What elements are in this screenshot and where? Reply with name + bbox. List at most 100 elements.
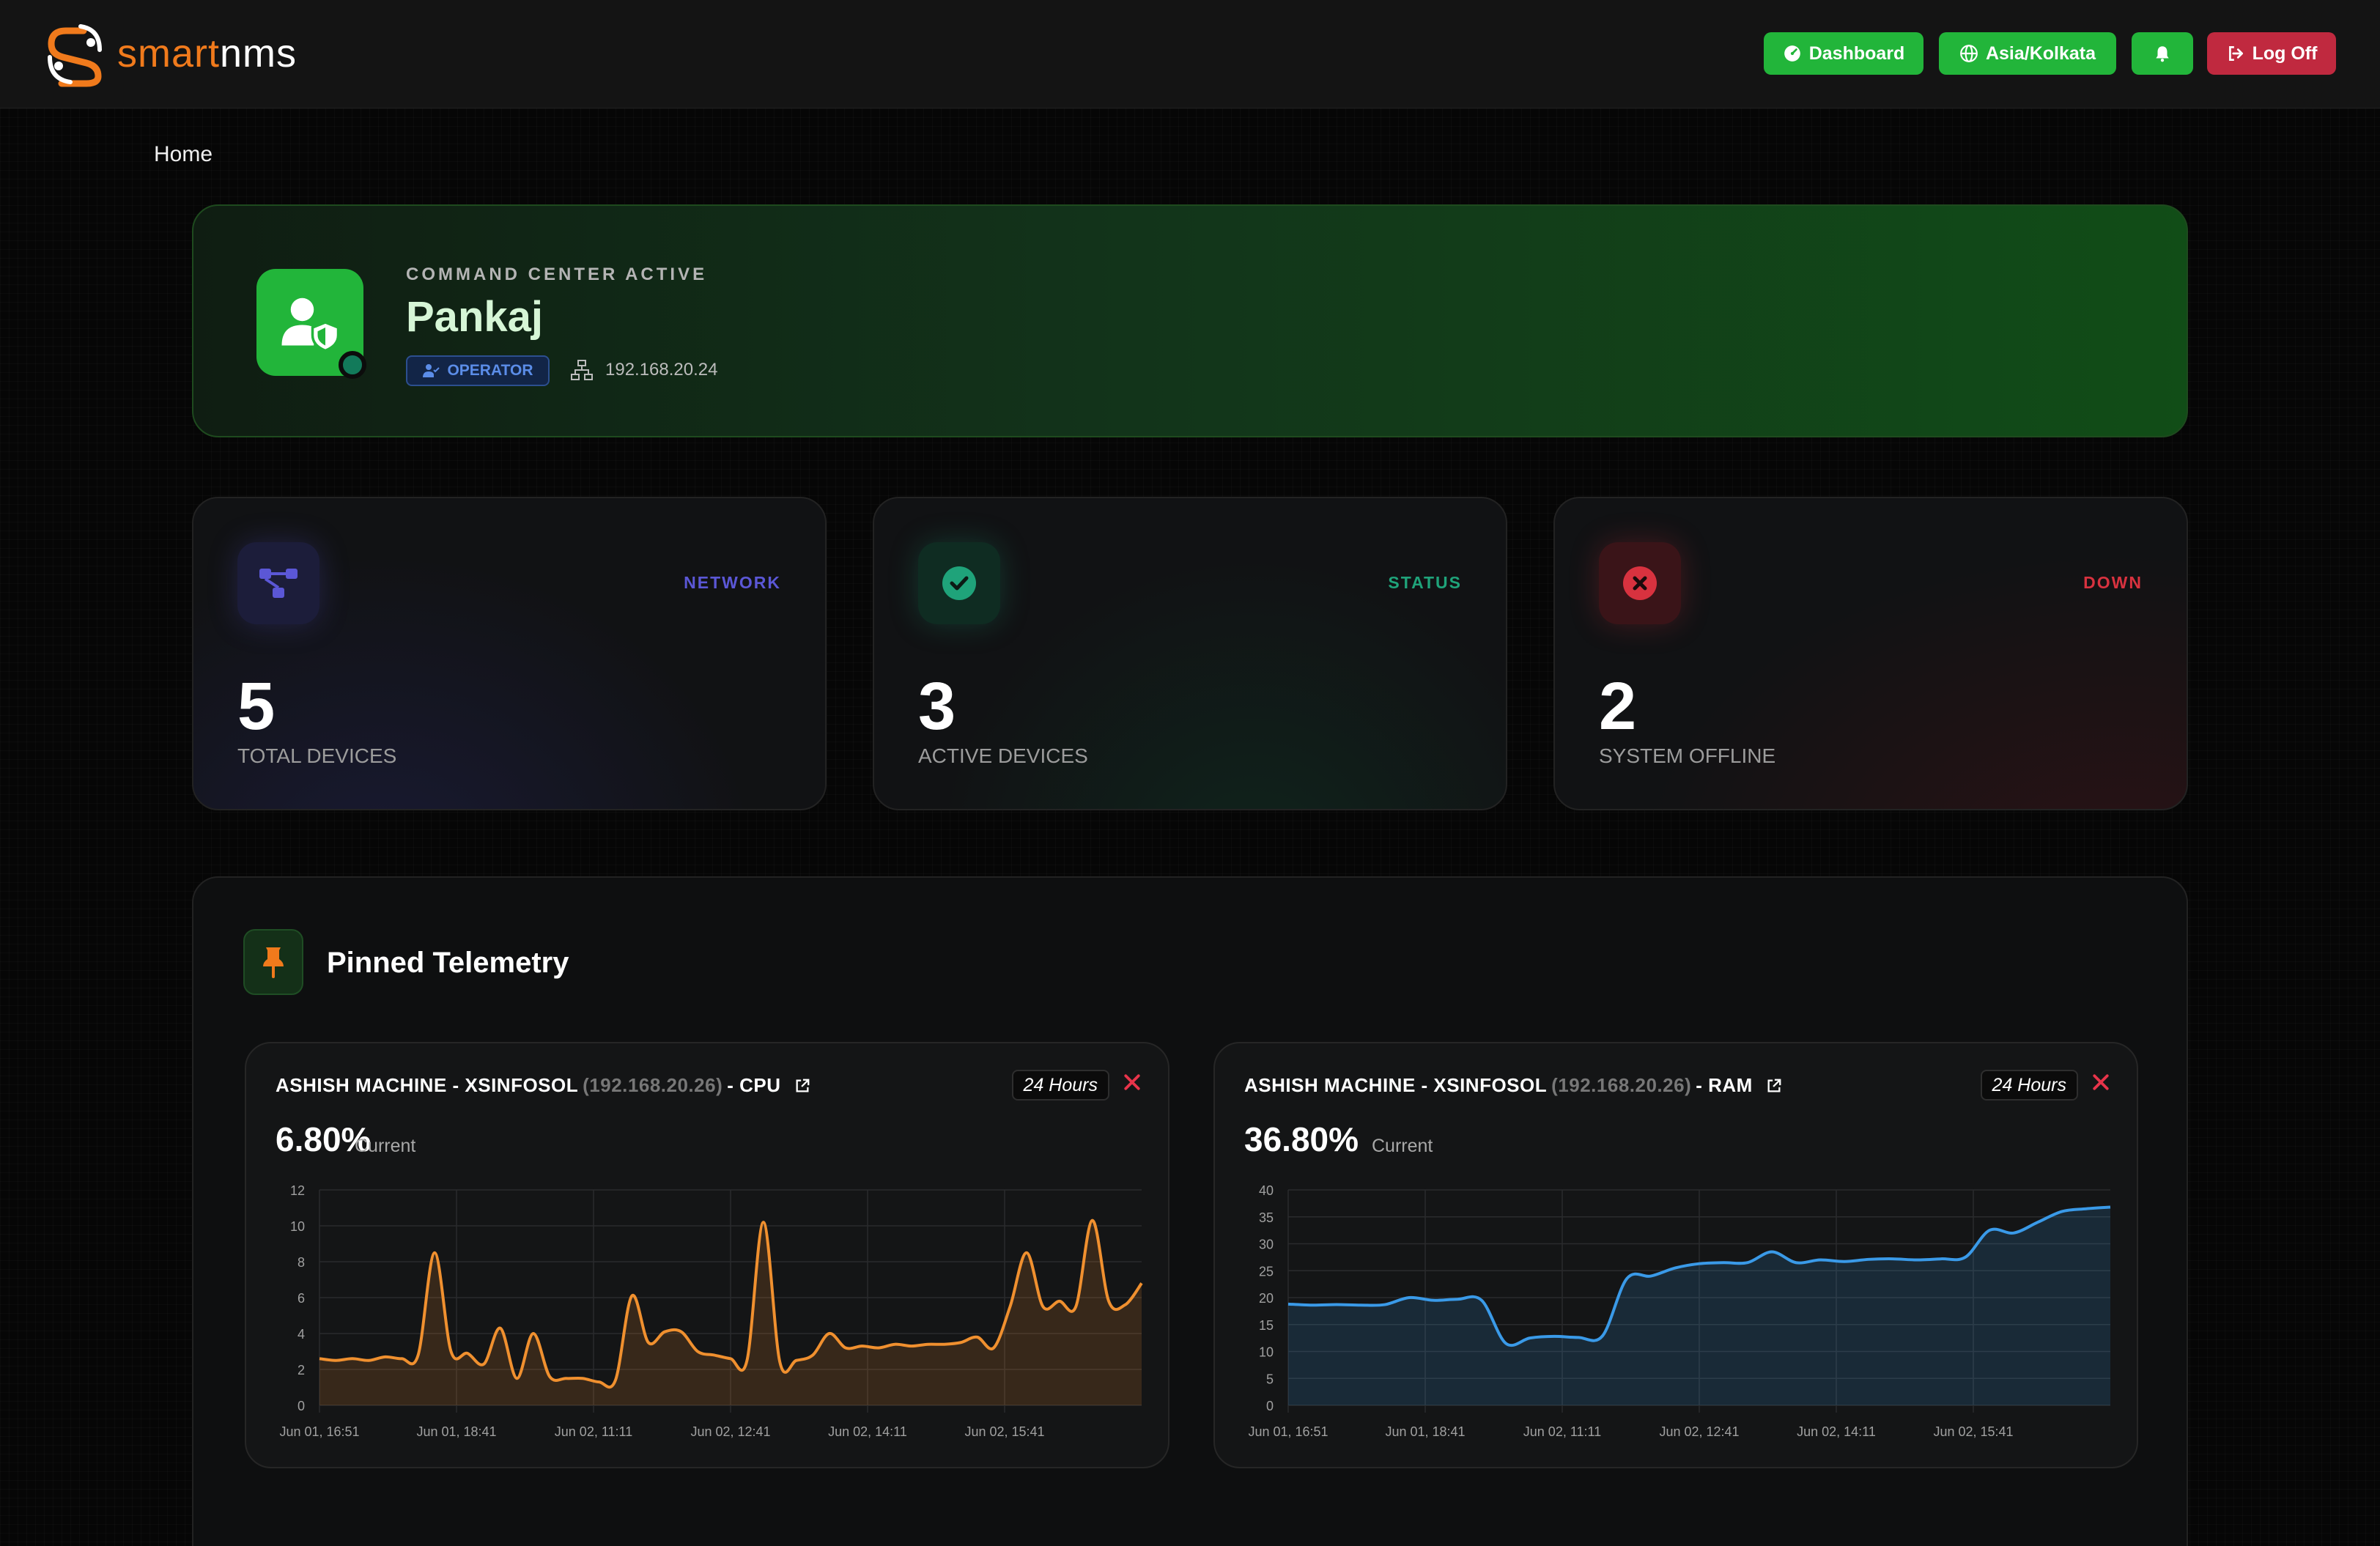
chart-metric-name: - RAM [1696, 1074, 1753, 1096]
chart-device-ip: (192.168.20.26) [1551, 1074, 1692, 1096]
network-nodes-icon [237, 542, 319, 624]
stat-tag-status: STATUS [1388, 573, 1462, 592]
stat-card-system-offline[interactable]: DOWN 2 SYSTEM OFFLINE [1553, 497, 2188, 810]
telemetry-title: Pinned Telemetry [327, 947, 569, 979]
logoff-button[interactable]: Log Off [2207, 32, 2336, 75]
stat-card-active-devices[interactable]: STATUS 3 ACTIVE DEVICES [873, 497, 1507, 810]
timezone-button-label: Asia/Kolkata [1985, 42, 2096, 64]
current-value-cpu: 6.80% [276, 1120, 372, 1158]
x-tick-label: Jun 02, 15:41 [1933, 1424, 2013, 1439]
user-check-icon [423, 364, 440, 377]
y-tick-label: 10 [290, 1219, 305, 1234]
online-status-dot [339, 351, 366, 379]
logo-smart-text: smart [117, 32, 220, 75]
range-selector-cpu[interactable]: 24 Hours [1011, 1070, 1109, 1101]
operator-avatar [256, 269, 366, 379]
chart-title-cpu: ASHISH MACHINE - XSINFOSOL (192.168.20.2… [276, 1074, 810, 1097]
operator-ip-value: 192.168.20.24 [605, 360, 718, 380]
x-circle-icon [1599, 542, 1681, 624]
stat-label-active-devices: ACTIVE DEVICES [918, 744, 1088, 767]
pin-icon [243, 929, 303, 995]
logout-icon [2228, 45, 2243, 62]
ram-area-chart: 0 5 10 15 20 25 30 35 40 Jun 01, 16:51 Jun 01, 18:… [1248, 1183, 2111, 1439]
cpu-area-chart: 0 2 4 6 8 10 12 Jun 01, 16:51 Jun 01, 18:41 Jun 0… [279, 1183, 1143, 1439]
x-tick-label: Jun 01, 18:41 [416, 1424, 496, 1439]
x-tick-label: Jun 02, 14:11 [828, 1424, 907, 1439]
y-tick-label: 2 [298, 1363, 305, 1377]
current-label-ram: Current [1372, 1136, 1433, 1156]
chart-device-name: ASHISH MACHINE - XSINFOSOL [1244, 1074, 1548, 1096]
top-bar: smartnms Dashboard Asia/Kolkata Log Off [0, 0, 2380, 108]
operator-name: Pankaj [406, 293, 543, 341]
y-tick-label: 8 [298, 1255, 305, 1270]
logo-wordmark[interactable]: smartnms [117, 31, 297, 76]
check-circle-icon [918, 542, 1000, 624]
chart-metric-name: - CPU [727, 1074, 781, 1096]
stat-value-system-offline: 2 [1599, 669, 1637, 744]
stat-tag-network: NETWORK [684, 573, 781, 592]
x-tick-label: Jun 01, 18:41 [1385, 1424, 1465, 1439]
stat-tag-down: DOWN [2083, 573, 2143, 592]
logoff-button-label: Log Off [2252, 42, 2318, 64]
y-tick-label: 30 [1259, 1238, 1274, 1252]
y-tick-label: 20 [1259, 1291, 1274, 1306]
series-line [319, 1218, 1143, 1389]
current-label-cpu: Current [355, 1136, 416, 1156]
operator-ip: 192.168.20.24 [570, 358, 717, 382]
network-icon [571, 360, 593, 380]
x-tick-label: Jun 02, 11:11 [1523, 1424, 1601, 1439]
y-tick-label: 40 [1259, 1183, 1274, 1198]
x-tick-label: Jun 01, 16:51 [1248, 1424, 1328, 1439]
stat-value-total-devices: 5 [237, 669, 276, 744]
y-tick-label: 4 [298, 1327, 305, 1342]
y-tick-label: 0 [298, 1399, 305, 1413]
x-tick-label: Jun 02, 12:41 [1659, 1424, 1739, 1439]
x-tick-label: Jun 02, 15:41 [964, 1424, 1044, 1439]
role-badge: OPERATOR [406, 355, 550, 386]
stat-card-total-devices[interactable]: NETWORK 5 TOTAL DEVICES [192, 497, 827, 810]
x-tick-label: Jun 02, 11:11 [555, 1424, 632, 1439]
external-link-icon[interactable] [1766, 1078, 1782, 1094]
y-tick-label: 0 [1266, 1399, 1274, 1413]
role-badge-label: OPERATOR [447, 362, 533, 379]
stat-label-total-devices: TOTAL DEVICES [237, 744, 397, 767]
chart-title-ram: ASHISH MACHINE - XSINFOSOL (192.168.20.2… [1244, 1074, 1782, 1097]
gauge-icon [1784, 45, 1800, 62]
chart-device-name: ASHISH MACHINE - XSINFOSOL [276, 1074, 579, 1096]
chart-device-ip: (192.168.20.26) [583, 1074, 723, 1096]
series-area-fill [1288, 1207, 2110, 1405]
stat-label-system-offline: SYSTEM OFFLINE [1599, 744, 1776, 767]
command-center-card: COMMAND CENTER ACTIVE Pankaj OPERATOR 19… [192, 204, 2188, 437]
timezone-button[interactable]: Asia/Kolkata [1939, 32, 2116, 75]
x-tick-label: Jun 01, 16:51 [279, 1424, 359, 1439]
y-tick-label: 6 [298, 1291, 305, 1306]
pinned-telemetry-panel: Pinned Telemetry ASHISH MACHINE - XSINFO… [192, 876, 2188, 1546]
unpin-close-icon[interactable] [1121, 1071, 1143, 1093]
y-tick-label: 5 [1266, 1372, 1274, 1386]
series-line [1287, 1205, 2111, 1347]
chart-card-cpu: ASHISH MACHINE - XSINFOSOL (192.168.20.2… [245, 1042, 1169, 1468]
smartnms-logo-icon[interactable] [44, 21, 106, 88]
logo-nms-text: nms [220, 32, 298, 75]
y-tick-label: 15 [1259, 1318, 1274, 1333]
bell-icon [2156, 46, 2169, 62]
notifications-button[interactable] [2132, 32, 2193, 75]
external-link-icon[interactable] [794, 1078, 810, 1094]
globe-icon [1960, 45, 1978, 62]
dashboard-button[interactable]: Dashboard [1764, 32, 1923, 75]
chart-card-ram: ASHISH MACHINE - XSINFOSOL (192.168.20.2… [1213, 1042, 2138, 1468]
breadcrumb-home[interactable]: Home [154, 142, 213, 166]
y-tick-label: 35 [1259, 1210, 1274, 1225]
x-tick-label: Jun 02, 14:11 [1797, 1424, 1876, 1439]
unpin-close-icon[interactable] [2090, 1071, 2112, 1093]
y-tick-label: 12 [290, 1183, 305, 1198]
y-tick-label: 25 [1259, 1264, 1274, 1279]
x-tick-label: Jun 02, 12:41 [690, 1424, 770, 1439]
stat-value-active-devices: 3 [918, 669, 956, 744]
hero-kicker: COMMAND CENTER ACTIVE [406, 265, 708, 284]
user-shield-icon [281, 297, 340, 352]
y-tick-label: 10 [1259, 1345, 1274, 1360]
dashboard-button-label: Dashboard [1808, 42, 1905, 64]
current-value-ram: 36.80% [1244, 1120, 1359, 1158]
range-selector-ram[interactable]: 24 Hours [1980, 1070, 2078, 1101]
